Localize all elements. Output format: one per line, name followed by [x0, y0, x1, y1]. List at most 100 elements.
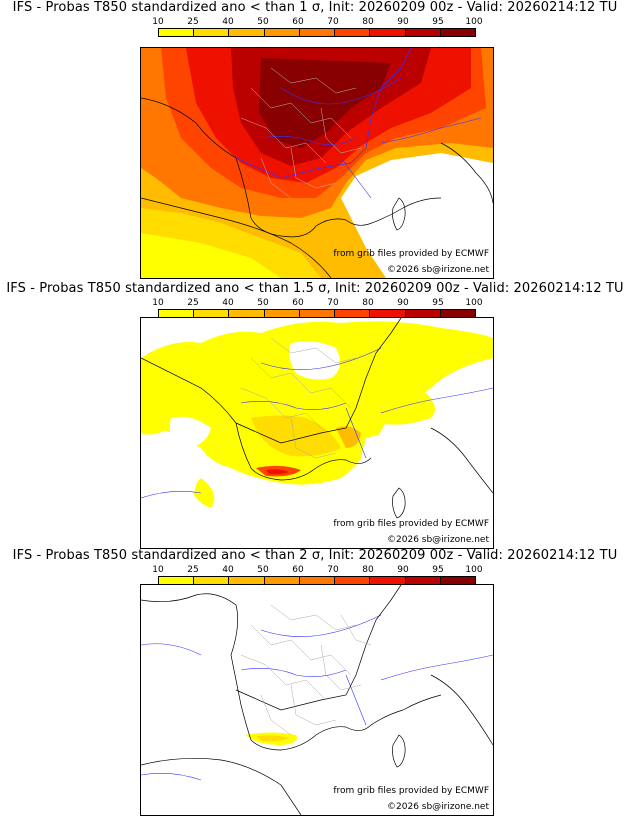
legend-swatch	[194, 577, 230, 584]
no-signal-area	[363, 158, 493, 278]
legend-swatch	[440, 310, 475, 317]
legend-swatch	[194, 29, 230, 36]
legend-tick: 40	[222, 17, 234, 27]
legend-swatch	[299, 577, 336, 584]
river	[280, 77, 402, 105]
river	[260, 614, 382, 637]
department-boundaries	[240, 604, 372, 736]
legend-tick: 10	[152, 565, 164, 575]
legend-tick: 100	[465, 565, 483, 575]
panel-title: IFS - Probas T850 standardized ano < tha…	[12, 0, 618, 15]
coastline-corsica	[392, 734, 406, 768]
prob-band-25	[141, 233, 281, 278]
legend-tick: 50	[257, 565, 269, 575]
legend-tick: 25	[187, 17, 199, 27]
map-svg	[141, 318, 493, 548]
river	[345, 674, 367, 726]
coastline-spain	[141, 758, 302, 815]
legend-swatch	[194, 310, 230, 317]
legend-tick: 10	[152, 298, 164, 308]
river	[141, 643, 202, 656]
no-signal-area	[141, 448, 201, 548]
river	[260, 347, 382, 370]
copyright-credit: ©2026 sb@irizone.net	[387, 802, 489, 812]
color-legend: 10 25 40 50 60 70 80 90 95 100	[152, 17, 483, 43]
river	[380, 654, 493, 681]
department-boundaries	[240, 67, 362, 199]
legend-tick: 60	[292, 565, 304, 575]
legend-tick: 90	[397, 298, 409, 308]
no-signal-area	[351, 431, 493, 548]
coastline-south	[141, 197, 332, 278]
legend-tick: 40	[222, 565, 234, 575]
legend-swatch	[370, 577, 406, 584]
source-credit: from grib files provided by ECMWF	[333, 519, 489, 529]
river	[380, 117, 482, 144]
legend-swatch	[264, 29, 300, 36]
legend-swatch	[264, 310, 300, 317]
legend-swatch	[440, 29, 475, 36]
legend-swatch	[299, 310, 336, 317]
legend-swatch	[299, 29, 336, 36]
legend-swatch	[159, 310, 195, 317]
color-legend: 10 25 40 50 60 70 80 90 95 100	[152, 565, 483, 591]
legend-tick: 70	[327, 565, 339, 575]
river	[260, 136, 357, 145]
copyright-credit: ©2026 sb@irizone.net	[387, 535, 489, 545]
legend-tick: 50	[257, 298, 269, 308]
prob-band-10-east	[371, 384, 435, 425]
river	[141, 773, 202, 781]
panel-title: IFS - Probas T850 standardized ano < tha…	[6, 281, 624, 296]
national-border	[235, 318, 402, 444]
coastline-italy	[430, 674, 493, 746]
probability-map: from grib files provided by ECMWF ©2026 …	[140, 317, 494, 549]
legend-tick: 60	[292, 298, 304, 308]
legend-swatch	[229, 577, 265, 584]
color-legend: 10 25 40 50 60 70 80 90 95 100	[152, 298, 483, 324]
legend-tick: 95	[432, 565, 444, 575]
legend-swatch	[370, 310, 406, 317]
river	[141, 491, 202, 499]
legend-tick: 40	[222, 298, 234, 308]
probability-map: from grib files provided by ECMWF ©2026 …	[140, 47, 494, 279]
legend-swatch	[335, 29, 371, 36]
legend-tick: 100	[465, 17, 483, 27]
prob-band-40	[336, 426, 361, 448]
legend-color-bar	[158, 28, 476, 37]
coastline-corsica	[392, 197, 406, 231]
legend-tick: 95	[432, 298, 444, 308]
legend-swatch	[229, 310, 265, 317]
national-border	[235, 48, 412, 179]
legend-swatch	[405, 310, 441, 317]
legend-tick: 10	[152, 17, 164, 27]
department-boundaries	[240, 337, 357, 459]
source-credit: from grib files provided by ECMWF	[333, 786, 489, 796]
coastline	[141, 357, 372, 481]
panel-title: IFS - Probas T850 standardized ano < tha…	[12, 548, 618, 563]
river	[380, 387, 493, 414]
map-svg	[141, 48, 493, 278]
copyright-credit: ©2026 sb@irizone.net	[387, 265, 489, 275]
river	[345, 407, 367, 459]
no-signal-area	[169, 416, 211, 448]
river	[240, 401, 347, 410]
legend-tick: 60	[292, 17, 304, 27]
legend-swatch	[335, 310, 371, 317]
legend-swatch	[335, 577, 371, 584]
coastline-italy	[430, 427, 493, 494]
legend-swatch	[229, 29, 265, 36]
river	[240, 668, 347, 677]
legend-tick: 70	[327, 298, 339, 308]
prob-band-25	[256, 735, 289, 742]
legend-tick: 25	[187, 298, 199, 308]
legend-swatch	[405, 577, 441, 584]
legend-tick: 80	[362, 565, 374, 575]
legend-tick: 95	[432, 17, 444, 27]
sea-area	[141, 585, 493, 815]
legend-swatch	[159, 577, 195, 584]
legend-tick: 25	[187, 565, 199, 575]
legend-swatch	[264, 577, 300, 584]
legend-swatch	[440, 577, 475, 584]
prob-band-10-south	[191, 478, 215, 508]
legend-tick: 50	[257, 17, 269, 27]
